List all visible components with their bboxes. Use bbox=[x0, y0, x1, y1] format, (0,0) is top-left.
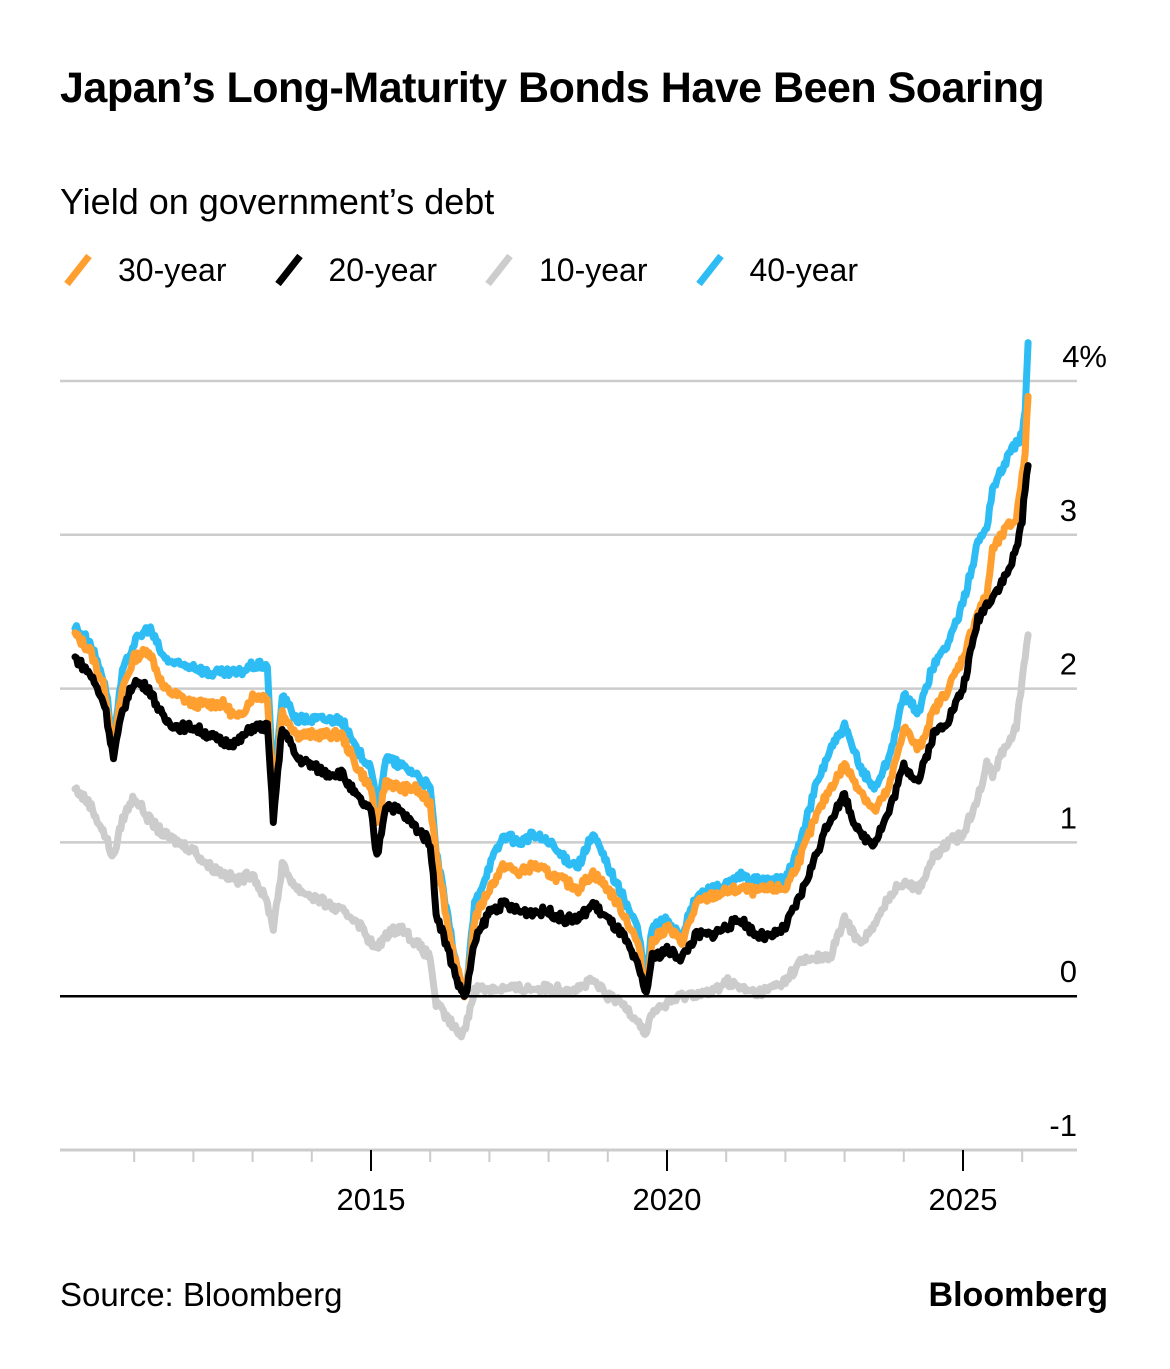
legend-swatch-40-year bbox=[695, 253, 724, 287]
series-line-20-year bbox=[71, 462, 1032, 1000]
legend-swatch-30-year bbox=[64, 253, 92, 287]
chart-subtitle: Yield on government’s debt bbox=[60, 181, 495, 222]
y-tick-label: 4% bbox=[1062, 339, 1107, 374]
y-tick-label: 1 bbox=[1060, 800, 1077, 835]
legend-swatch-20-year bbox=[274, 253, 303, 287]
chart-title: Japan’s Long-Maturity Bonds Have Been So… bbox=[60, 64, 1045, 112]
x-tick-label: 2025 bbox=[929, 1182, 998, 1217]
legend-label-20-year: 20-year bbox=[328, 251, 438, 288]
series-line-30-year bbox=[71, 392, 1032, 1001]
legend-swatch-10-year bbox=[485, 253, 513, 287]
legend-item-40-year: 40-year bbox=[692, 250, 859, 290]
y-tick-label: 2 bbox=[1060, 647, 1077, 682]
legend: 30-year 20-year 10-year 40-year bbox=[60, 250, 902, 290]
legend-item-20-year: 20-year bbox=[271, 250, 438, 290]
source-note: Source: Bloomberg bbox=[60, 1276, 343, 1313]
x-tick-label: 2020 bbox=[633, 1182, 702, 1217]
y-tick-label: -1 bbox=[1049, 1108, 1077, 1143]
x-tick-label: 2015 bbox=[337, 1182, 406, 1217]
y-tick-label: 0 bbox=[1060, 954, 1077, 989]
series-line-40-year bbox=[71, 339, 1032, 996]
legend-label-10-year: 10-year bbox=[539, 251, 648, 288]
legend-item-30-year: 30-year bbox=[60, 250, 227, 290]
y-tick-label: 3 bbox=[1060, 493, 1077, 528]
series-lines bbox=[71, 339, 1032, 1041]
axes: 4% 3 2 1 0 -1 2015 2020 2025 bbox=[60, 339, 1107, 1217]
series-line-10-year bbox=[71, 631, 1032, 1041]
legend-label-30-year: 30-year bbox=[118, 251, 227, 288]
legend-label-40-year: 40-year bbox=[749, 251, 859, 288]
gridlines bbox=[60, 379, 1077, 844]
legend-item-10-year: 10-year bbox=[481, 250, 648, 290]
bloomberg-logo: Bloomberg bbox=[928, 1276, 1108, 1314]
